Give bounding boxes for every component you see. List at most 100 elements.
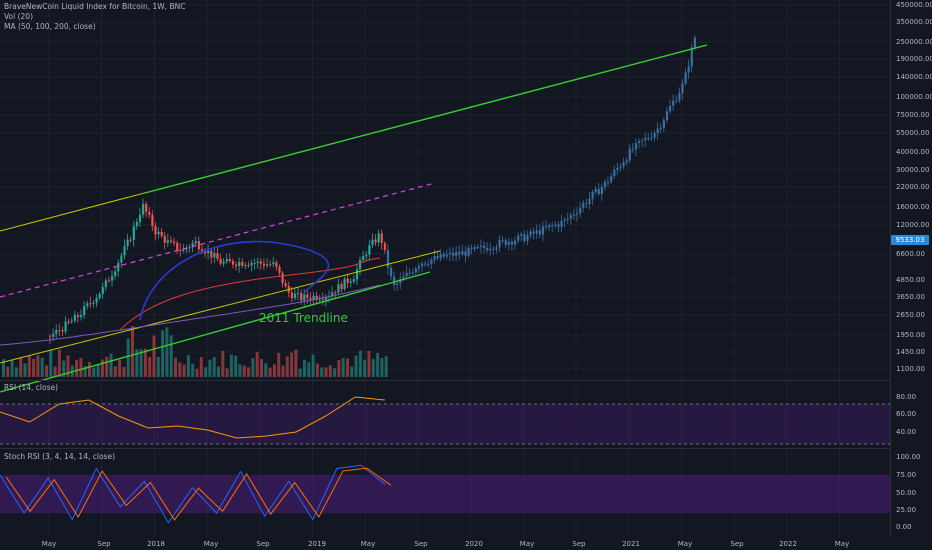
candle-body [278,266,281,273]
candle-body [665,111,669,121]
rsi-legend: RSI (14, close) [4,383,59,392]
time-tick: Sep [414,540,428,548]
candle-body [631,148,634,150]
candle-body [95,297,98,303]
candle-body [616,167,619,170]
pane-separator-rsi[interactable] [0,380,890,381]
volume-bar [118,359,122,377]
volume-bar [109,353,113,377]
candle-body [244,265,247,267]
candle-body [219,258,222,264]
candle-body [687,66,690,73]
volume-bar [199,357,203,377]
price-tick: 1950.00 [896,331,925,339]
candle-body [154,226,157,235]
volume-bar [217,366,220,377]
candle-body [576,213,579,215]
volume-bar [32,358,36,377]
candle-body [579,207,582,214]
volume-bar [260,358,263,377]
candle-body [148,211,151,215]
volume-bar [238,364,242,377]
candle-body [83,306,86,316]
candle-body [483,245,486,248]
volume-bar [315,363,319,377]
candle-body [309,298,312,300]
candle-body [290,292,293,299]
candle-body [557,224,560,227]
candle-body [160,231,163,236]
candle-body [135,221,138,227]
volume-bar [264,363,268,377]
candle-body [693,37,696,48]
stoch-tick: 50.00 [896,489,917,497]
candle-body [151,214,154,227]
volume-bar [182,364,186,377]
candle-body [442,253,445,257]
candle-body [597,188,600,195]
volume-bar [122,366,126,377]
price-tick: 2650.00 [896,311,925,319]
volume-bar [6,366,10,377]
rsi-band [0,404,890,444]
candle-body [662,120,665,128]
volume-bar [384,356,388,377]
candle-body [675,100,678,102]
candle-body [142,204,145,215]
volume-bar [27,355,31,377]
candle-body [548,225,551,228]
ma-100-line [0,284,381,346]
volume-bar [337,360,341,377]
candle-body [235,264,238,267]
candle-body [377,233,380,243]
candle-body [346,278,349,283]
rsi-tick: 40.00 [896,428,917,436]
volume-bar [165,327,169,377]
candle-body [489,249,492,251]
candle-body [607,181,610,183]
candle-body [200,249,204,252]
volume-bar [62,360,66,377]
volume-bar [100,359,104,377]
candle-body [514,240,517,245]
candle-body [163,235,166,243]
candle-body [145,204,148,212]
candle-body [383,243,386,250]
candle-body [138,214,142,222]
price-tick: 4850.00 [896,276,925,284]
volume-bar [341,358,345,377]
candle-body [498,239,501,248]
candle-body [176,242,179,250]
candle-body [452,252,455,256]
candle-body [210,250,213,258]
candle-body [517,235,520,241]
volume-bar [178,362,182,377]
stoch-band [0,474,890,514]
candle-body [80,315,83,318]
candle-body [653,133,656,138]
candle-body [455,251,458,256]
volume-bar [367,351,371,377]
pane-separator-stoch[interactable] [0,448,890,449]
time-tick: 2018 [147,540,165,548]
candle-body [473,247,476,249]
candle-body [129,239,132,241]
volume-bar [229,354,233,377]
price-tick: 140000.00 [896,73,932,81]
candle-body [526,235,529,241]
candle-body [359,260,362,270]
volume-bar [285,356,289,377]
volume-bar [83,365,87,377]
yellow-support-line [0,250,441,364]
candle-body [541,226,545,235]
candle-body [436,256,439,259]
price-tick: 6600.00 [896,250,925,258]
price-tick: 100000.00 [896,93,932,101]
volume-bar [135,349,139,377]
price-tick: 22000.00 [896,183,930,191]
candle-body [104,280,107,288]
candle-body [681,83,684,93]
candle-body [535,230,538,234]
time-tick: May [41,540,57,548]
